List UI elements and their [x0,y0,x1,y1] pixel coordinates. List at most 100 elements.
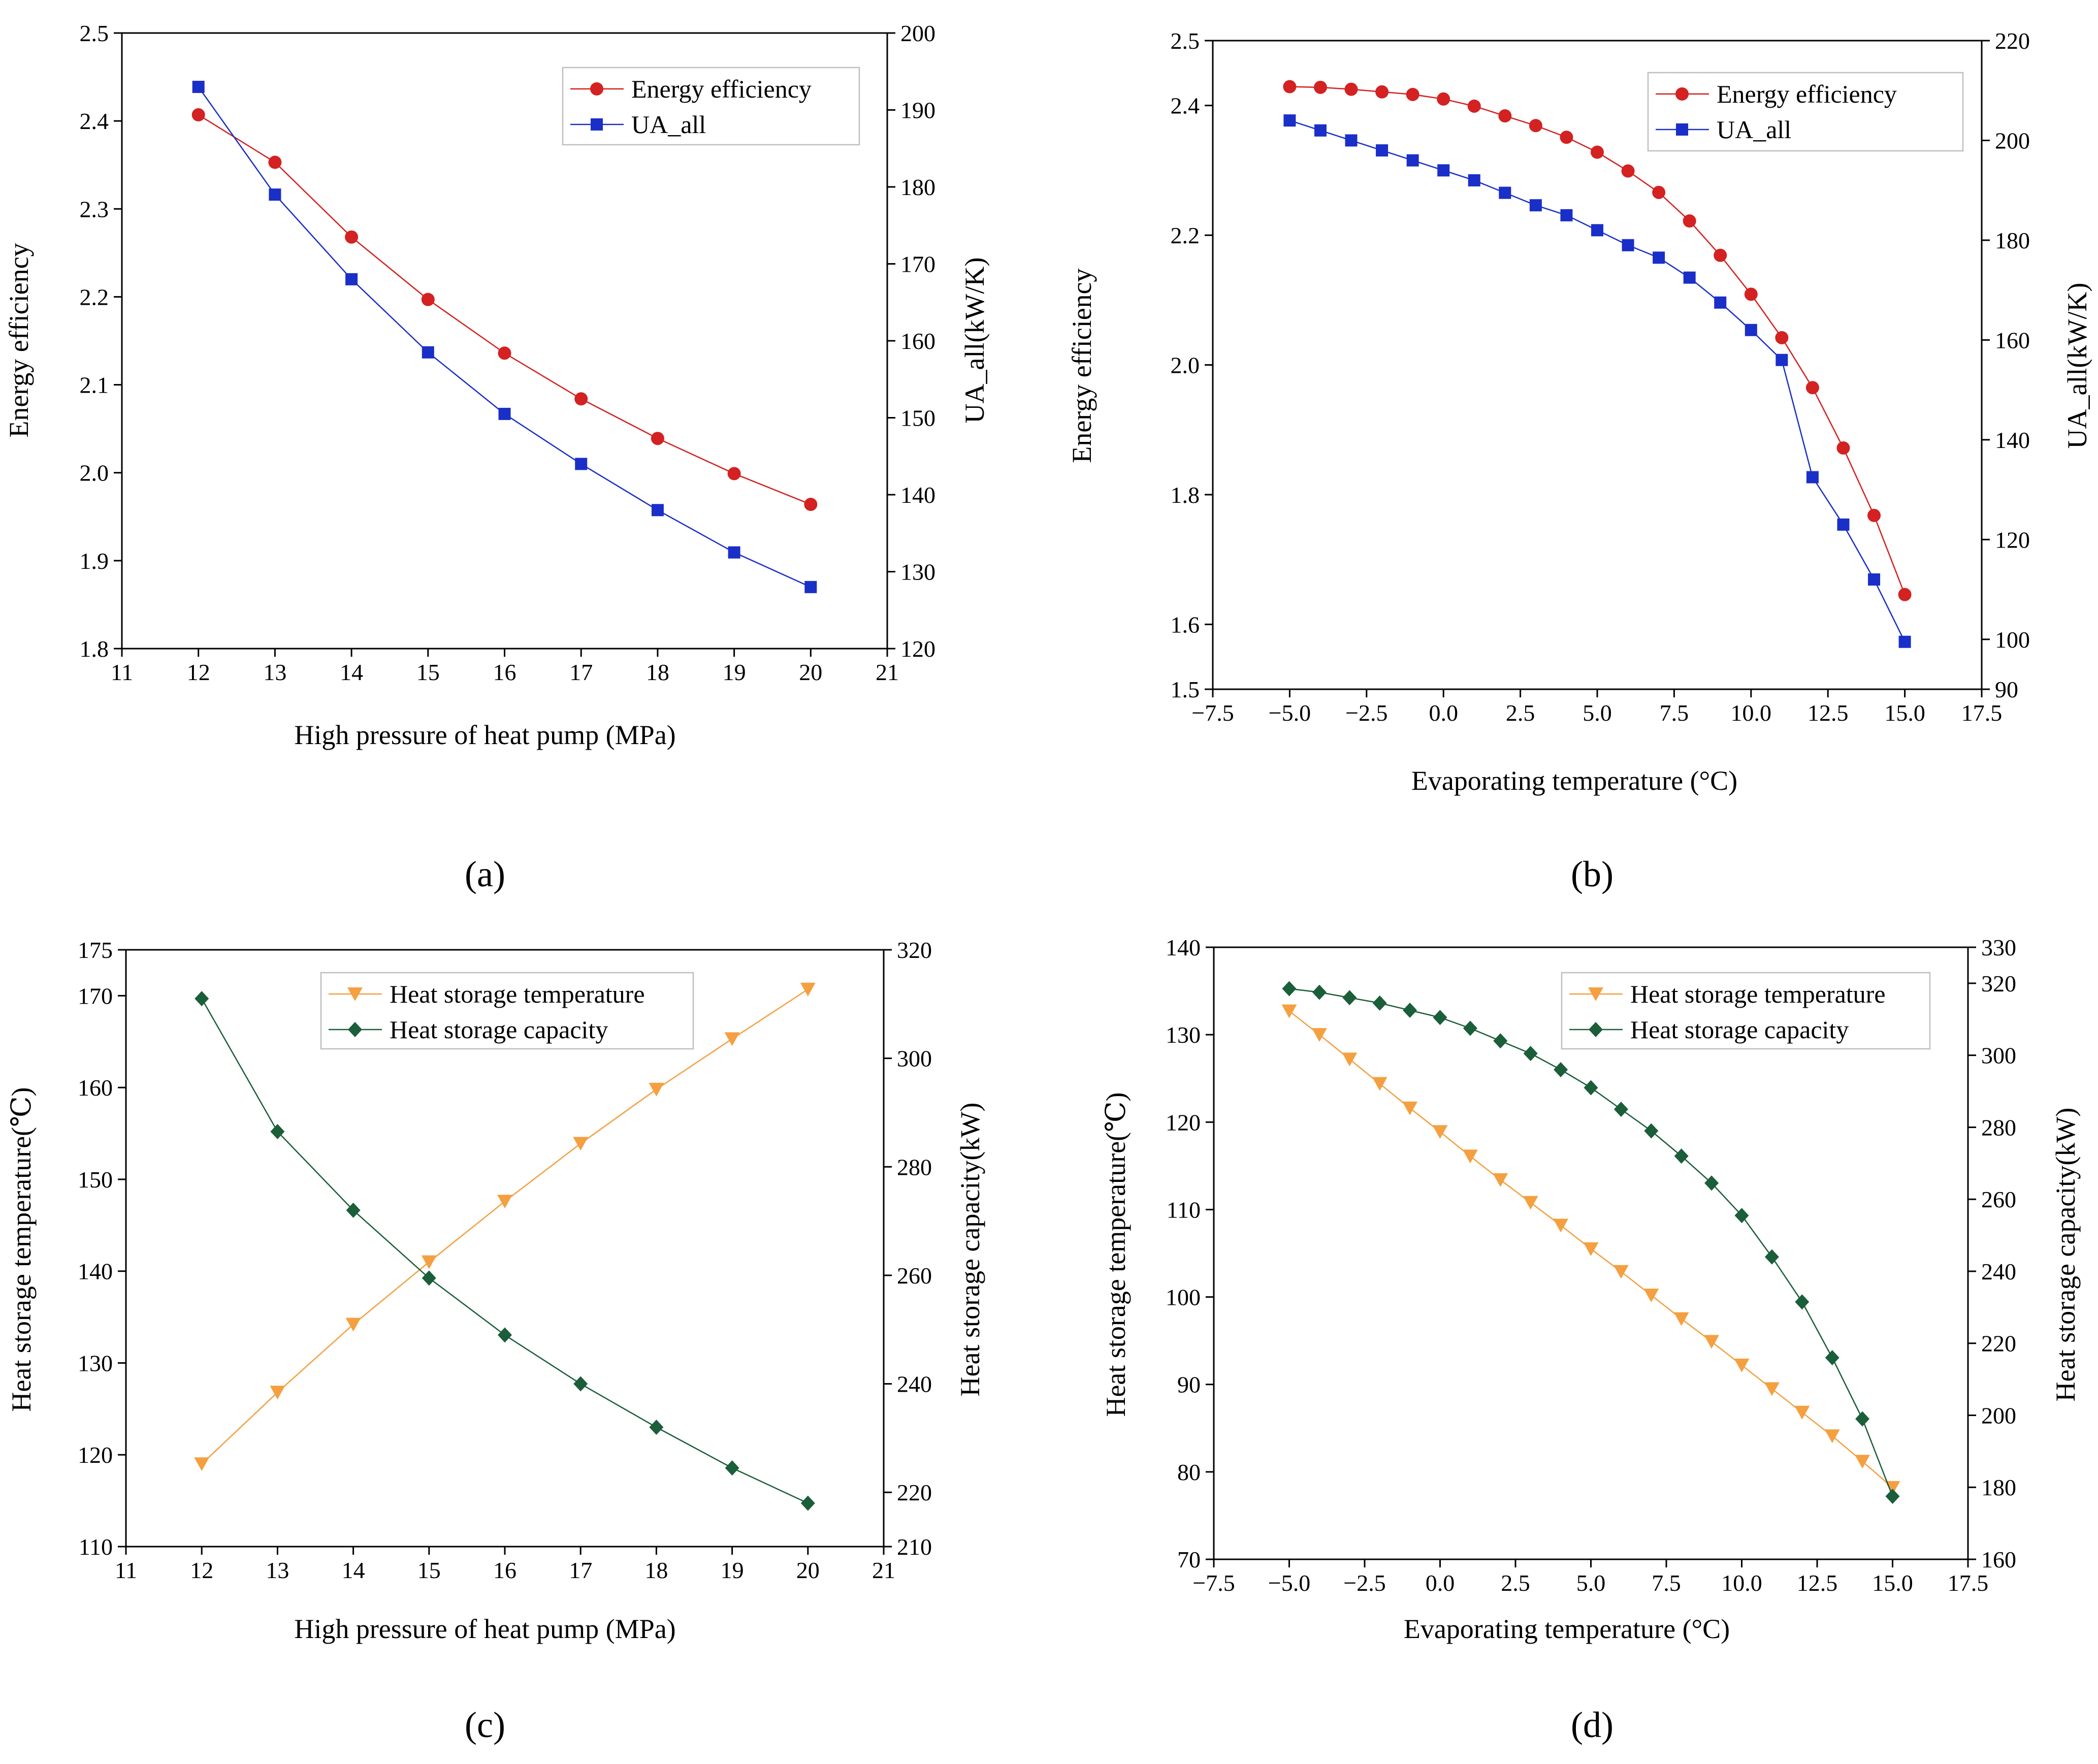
data-point [1898,588,1912,601]
data-point [498,407,511,420]
data-point [1794,1405,1810,1420]
data-point [1591,145,1604,159]
data-point [1468,174,1480,187]
y-left-tick-label: 120 [78,1442,113,1468]
series-line-1 [198,86,811,588]
data-point [1529,199,1542,212]
y-right-tick-label: 200 [1981,1402,2016,1428]
y-right-tick-label: 220 [1981,1331,2016,1357]
y-left-axis-title: Energy efficiency [1067,268,1097,463]
x-tick-label: 18 [644,1557,668,1583]
y-left-tick-label: 2.2 [1171,222,1200,248]
y-right-tick-label: 240 [897,1371,932,1397]
data-point [1734,1358,1750,1372]
data-point [1560,209,1573,221]
x-tick-label: 7.5 [1652,1570,1681,1596]
data-point [1406,154,1419,167]
y-left-tick-label: 2.2 [80,284,109,310]
data-point [1312,984,1327,1000]
legend-box [1647,72,1964,152]
y-left-tick-label: 80 [1177,1459,1201,1485]
data-point [268,155,282,169]
x-tick-label: 20 [799,659,822,685]
y-right-tick-label: 320 [897,937,932,963]
series-line-1 [201,998,809,1504]
y-right-tick-label: 120 [1995,527,2030,553]
data-point [1855,1455,1870,1469]
chart-panel-c: 11 12 13 14 15 16 17 18 19 20 21 110 120 130 140 150 160… [6,937,985,1745]
y-right-tick-label: 280 [897,1154,932,1180]
data-point [1493,1033,1508,1049]
data-point [1498,109,1512,123]
y-right-tick-label: 240 [1981,1259,2016,1285]
x-tick-label: 15.0 [1884,700,1925,726]
y-left-tick-label: 2.4 [80,108,109,134]
y-left-tick-label: 140 [78,1259,113,1285]
legend-marker [1589,1022,1603,1037]
x-tick-label: 7.5 [1660,700,1689,726]
y-left-tick-label: 130 [78,1350,113,1376]
y-right-tick-label: 100 [1995,627,2030,653]
y-right-tick-label: 120 [900,636,935,662]
data-point [724,1032,740,1046]
y-right-tick-label: 150 [900,405,935,431]
data-point [1406,87,1419,101]
y-left-tick-label: 160 [78,1075,113,1101]
y-left-tick-label: 110 [79,1534,113,1560]
x-tick-label: 2.5 [1501,1570,1530,1596]
legend-marker [1675,87,1689,101]
data-point [1673,1312,1689,1326]
data-point [651,504,664,517]
y-right-axis-title: Heat storage capacity(kW) [2050,1108,2081,1402]
legend-marker [348,1022,362,1037]
data-point [1805,381,1819,395]
data-point [1282,981,1297,997]
data-point [1836,441,1850,455]
y-left-tick-label: 150 [78,1167,113,1193]
data-point [1855,1411,1870,1427]
data-point [1867,508,1881,522]
data-point [422,1270,436,1286]
legend-marker [1588,987,1603,1001]
data-point [1281,1004,1297,1018]
data-point [195,991,209,1007]
series-line-0 [198,114,811,505]
data-point [651,432,664,445]
legend-marker [1676,123,1688,136]
x-tick-label: −2.5 [1345,700,1387,726]
x-tick-label: 13 [263,659,286,685]
data-point [1734,1208,1749,1224]
y-left-tick-label: 2.5 [80,20,109,46]
data-point [1898,635,1911,648]
y-right-tick-label: 90 [1995,677,2018,702]
panel-label: (b) [1571,854,1613,894]
y-right-tick-label: 170 [900,251,935,277]
legend-label: Heat storage capacity [390,1015,608,1044]
x-tick-label: 18 [646,659,669,685]
data-point [1311,1028,1327,1042]
data-point [1499,186,1511,199]
x-tick-label: 5.0 [1576,1570,1606,1596]
data-point [804,581,817,593]
x-tick-label: 17.5 [1948,1570,1989,1596]
y-right-tick-label: 180 [1981,1474,2016,1500]
data-point [1584,1080,1598,1096]
data-point [1613,1101,1628,1117]
chart-panel-d: −7.5 −5.0 −2.5 0.0 2.5 5.0 7.5 10.0 12.5 15.0 17.5… [1101,935,2081,1745]
x-tick-label: 12.5 [1797,1570,1838,1596]
x-tick-label: 16 [493,659,517,685]
y-left-tick-label: 170 [78,983,113,1009]
y-left-tick-label: 110 [1167,1197,1201,1223]
y-left-tick-label: 2.3 [80,196,109,222]
data-point [1764,1382,1780,1396]
y-left-tick-label: 1.5 [1171,677,1200,702]
y-right-tick-label: 300 [1981,1043,2016,1069]
y-left-tick-label: 2.0 [80,460,109,486]
y-right-axis-title: Heat storage capacity(kW) [955,1103,985,1397]
x-tick-label: 19 [723,659,746,685]
y-right-tick-label: 320 [1981,971,2016,997]
data-point [1583,1242,1599,1256]
series-line-0 [1289,86,1906,595]
data-point [1403,1003,1417,1018]
y-right-tick-label: 260 [897,1263,932,1289]
